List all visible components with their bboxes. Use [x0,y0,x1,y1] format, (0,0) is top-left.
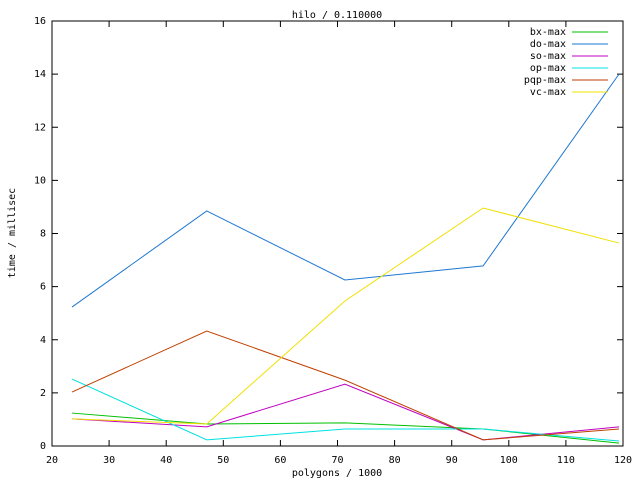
series-line [71,207,620,425]
y-tick-label: 14 [34,69,46,80]
x-tick-label: 70 [331,455,343,466]
x-tick-label: 90 [446,455,458,466]
y-tick-label: 10 [34,175,46,186]
y-tick-label: 6 [40,282,46,293]
y-tick-label: 16 [34,16,46,27]
x-tick-label: 50 [217,455,229,466]
series-line [71,378,620,442]
legend-label: do-max [530,39,566,50]
chart-title: hilo / 0.110000 [292,10,382,21]
series-line [71,383,620,441]
series-line [71,412,620,444]
legend-label: vc-max [530,87,566,98]
series-line [71,73,620,308]
y-axis-label: time / millisec [7,188,18,278]
legend-label: op-max [530,63,566,74]
y-tick-label: 12 [34,122,46,133]
x-tick-label: 40 [160,455,172,466]
x-tick-label: 30 [103,455,115,466]
x-tick-label: 100 [500,455,518,466]
y-tick-label: 4 [40,335,46,346]
x-tick-label: 80 [389,455,401,466]
y-tick-label: 2 [40,388,46,399]
series-line [71,330,620,441]
x-tick-label: 20 [46,455,58,466]
x-tick-label: 110 [557,455,575,466]
y-tick-label: 0 [40,441,46,452]
x-axis-label: polygons / 1000 [292,468,382,479]
x-tick-label: 60 [274,455,286,466]
x-tick-label: 120 [614,455,632,466]
legend-label: bx-max [530,27,566,38]
y-tick-label: 8 [40,229,46,240]
legend-label: pqp-max [524,75,566,86]
legend-label: so-max [530,51,566,62]
